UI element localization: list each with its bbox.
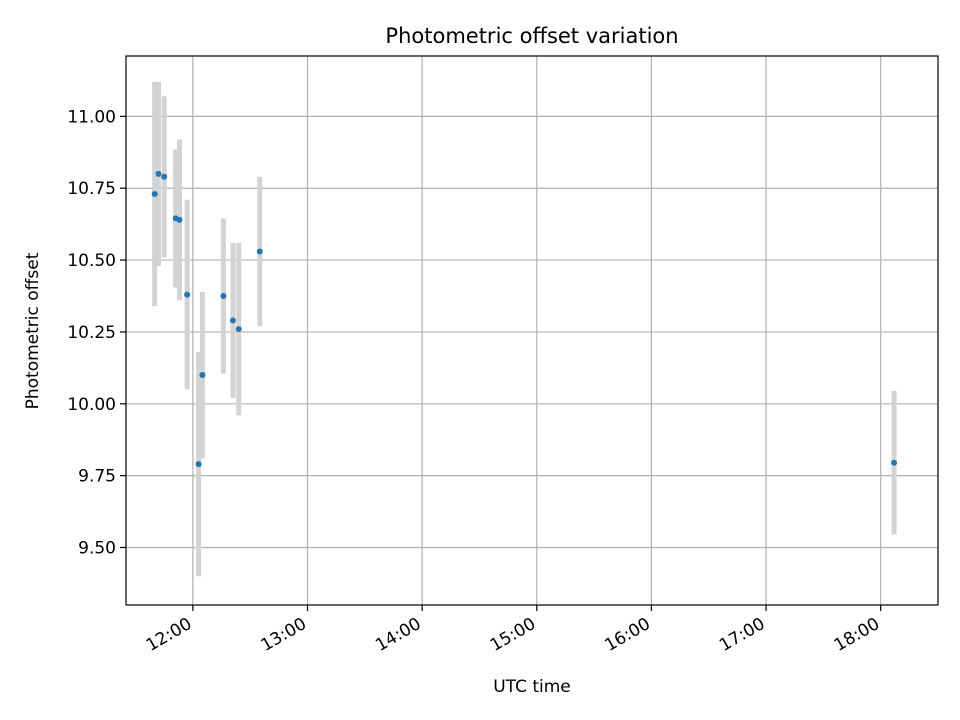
data-point: [195, 461, 202, 468]
error-bars: [152, 81, 897, 577]
x-axis: 12:00 13:00 14:00 15:00 16:00 17:00 18:00: [143, 605, 883, 656]
data-point: [184, 291, 191, 298]
data-point: [256, 248, 263, 255]
x-tick-label: 12:00: [143, 614, 195, 656]
y-tick-label: 10.50: [67, 251, 116, 271]
chart-title: Photometric offset variation: [385, 24, 678, 48]
data-point: [235, 326, 242, 333]
data-point: [199, 372, 206, 379]
data-points: [151, 170, 898, 468]
data-point: [161, 173, 168, 180]
y-tick-label: 11.00: [67, 107, 116, 127]
x-tick-label: 17:00: [716, 614, 768, 656]
y-tick-label: 10.75: [67, 179, 116, 199]
y-axis-label: Photometric offset: [23, 252, 43, 409]
data-point: [155, 170, 162, 177]
x-tick-label: 13:00: [258, 614, 310, 656]
x-tick-label: 14:00: [372, 614, 424, 656]
grid: [126, 56, 938, 605]
data-point: [229, 317, 236, 324]
plot-frame: [125, 55, 939, 606]
data-point: [176, 216, 183, 223]
y-axis: 9.50 9.75 10.00 10.25 10.50 10.75 11.00: [67, 107, 126, 559]
y-tick-label: 9.75: [78, 467, 116, 487]
y-tick-label: 10.00: [67, 395, 116, 415]
data-point: [151, 190, 158, 197]
y-tick-label: 9.50: [78, 539, 116, 559]
x-tick-label: 16:00: [601, 614, 653, 656]
x-tick-label: 15:00: [487, 614, 539, 656]
data-point: [891, 459, 898, 466]
y-tick-label: 10.25: [67, 323, 116, 343]
data-point: [220, 293, 227, 300]
x-tick-label: 18:00: [831, 614, 883, 656]
x-axis-label: UTC time: [493, 677, 571, 697]
